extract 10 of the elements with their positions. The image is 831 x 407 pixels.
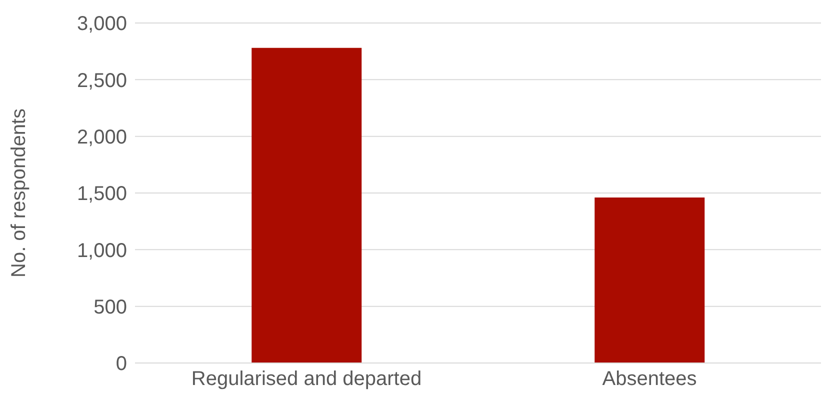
x-tick-label: Regularised and departed [191,368,422,390]
y-axis-title: No. of respondents [8,108,30,278]
y-tick-label: 0 [116,353,127,376]
y-tick-label: 3,000 [76,13,127,36]
y-tick-label: 1,000 [76,240,127,262]
y-tick-label: 2,000 [76,126,127,148]
y-tick-label: 2,500 [76,70,127,92]
x-tick-label: Absentees [602,368,697,390]
y-tick-label: 500 [94,296,127,318]
y-tick-label: 1,500 [76,183,127,206]
